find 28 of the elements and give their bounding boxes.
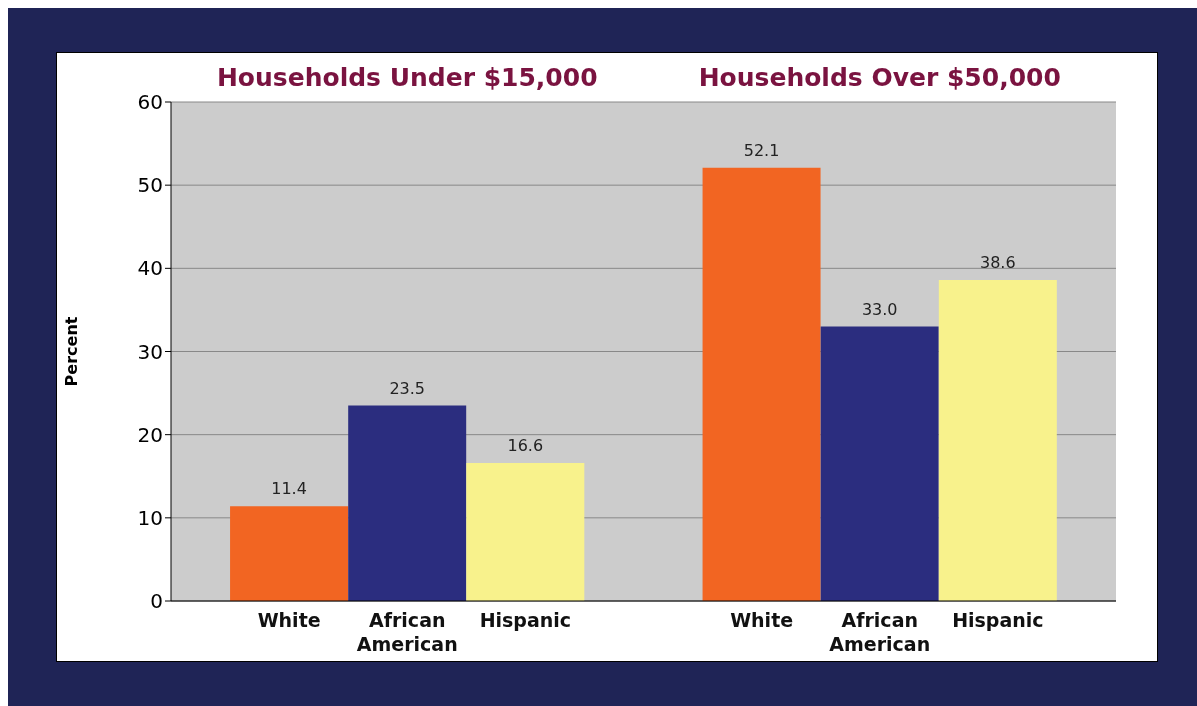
bar [466,462,585,601]
data-label: 23.5 [389,378,425,398]
y-tick-label: 0 [150,589,163,614]
data-label: 33.0 [861,299,898,319]
text: Households Under $15,000 [215,63,599,92]
y-axis-title: Percent [61,316,81,387]
y-tick-label: 10 [137,505,163,530]
data-label: 16.6 [507,435,544,455]
y-tick-label: 50 [137,173,163,198]
data-label: 52.1 [743,140,780,160]
bar [230,506,349,601]
x-tick-label: African American [356,609,458,655]
y-tick-label: 60 [137,90,163,115]
x-tick-label: Hispanic [952,609,1044,631]
data-label: 11.4 [271,479,307,499]
x-tick-label: African American [829,609,931,655]
y-tick-label: 30 [137,339,163,364]
text: Households Over $50,000 [697,63,1062,92]
bar [820,326,939,601]
x-tick-label: Hispanic [479,609,572,631]
data-label: 38.6 [980,252,1016,272]
bar [348,405,467,601]
x-tick-label: White [257,609,321,631]
bar [938,279,1057,601]
y-tick-label: 20 [137,422,163,447]
x-tick-label: White [730,609,794,631]
bar [702,167,821,601]
y-tick-label: 40 [137,256,163,281]
